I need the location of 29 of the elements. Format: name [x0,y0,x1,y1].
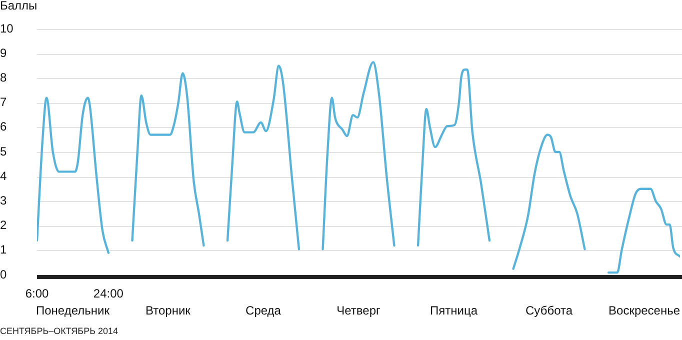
y-tick-label: 8 [0,70,7,85]
y-tick-label: 4 [0,168,7,183]
line-series [131,72,205,247]
y-tick-label: 6 [0,120,7,134]
y-tick-label: 7 [0,95,7,110]
text: Среда [246,303,282,318]
line-series [512,134,586,270]
y-axis-title: Баллы [0,0,38,12]
line-series [322,61,396,250]
text: Четверг [336,303,381,318]
text: СЕНТЯБРЬ–ОКТЯБРЬ 2014 [0,326,118,336]
y-tick-label: 0 [0,267,7,282]
text: Вторник [146,303,192,318]
line-series [416,68,491,247]
line-series [607,188,680,274]
x-tick-label: 24:00 [93,286,124,301]
y-tick-label: 2 [0,218,7,232]
y-tick-label: 1 [0,242,7,257]
y-tick-label: 10 [0,21,14,36]
text: Понедельник [36,303,110,318]
text: Пятница [430,303,478,318]
line-series [226,64,300,250]
text: Суббота [526,303,573,318]
y-tick-label: 9 [0,46,7,60]
x-tick-label: 6:00 [25,286,49,301]
y-tick-label: 3 [0,194,7,208]
line-series [37,96,110,254]
text: Воскресенье [608,303,680,318]
y-tick-label: 5 [0,144,7,158]
